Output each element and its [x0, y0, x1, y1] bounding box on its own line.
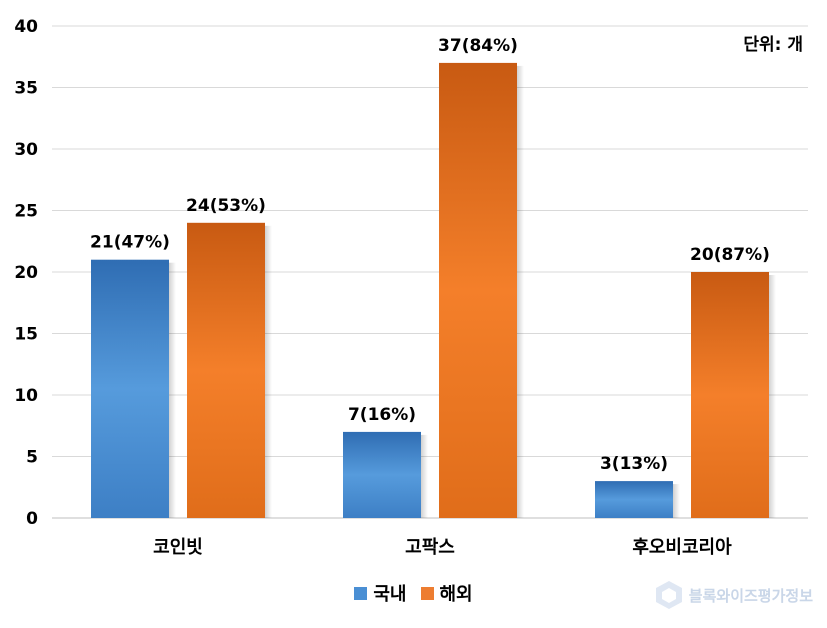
data-label: 21(47%)	[90, 233, 170, 253]
data-label: 24(53%)	[186, 196, 266, 216]
legend-swatch-domestic	[354, 586, 368, 600]
bar-shadow	[769, 275, 776, 518]
watermark: 블록와이즈평가정보	[655, 580, 813, 610]
y-tick-label: 30	[14, 140, 38, 160]
legend-swatch-overseas	[420, 586, 434, 600]
watermark-text: 블록와이즈평가정보	[688, 586, 813, 605]
bar-shadow	[265, 225, 272, 519]
legend: 국내 해외	[0, 580, 827, 606]
bar-overseas	[187, 222, 265, 519]
y-tick-label: 20	[14, 263, 38, 283]
bar-overseas	[691, 272, 769, 518]
legend-label-overseas: 해외	[439, 584, 473, 605]
y-tick-label: 25	[14, 202, 38, 222]
y-tick-label: 5	[26, 448, 38, 468]
y-tick-label: 10	[14, 386, 38, 406]
legend-label-domestic: 국내	[373, 584, 407, 605]
data-label: 7(16%)	[348, 405, 416, 425]
bar-domestic	[343, 431, 421, 518]
x-category-label: 후오비코리아	[632, 537, 732, 558]
x-category-label: 고팍스	[405, 537, 455, 558]
bar-shadow	[421, 434, 428, 518]
data-label: 37(84%)	[438, 36, 518, 56]
x-category-label: 코인빗	[153, 537, 203, 558]
legend-item-domestic: 국내	[354, 580, 407, 606]
y-tick-label: 0	[26, 509, 38, 529]
data-label: 20(87%)	[690, 245, 770, 265]
legend-item-overseas: 해외	[420, 580, 473, 606]
bar-shadow	[169, 262, 176, 518]
hexagon-logo-icon	[655, 581, 682, 609]
y-tick-label: 40	[14, 17, 38, 37]
bar-domestic	[595, 481, 673, 518]
bar-shadow	[517, 65, 524, 519]
bar-shadow	[673, 484, 680, 518]
bar-domestic	[91, 259, 169, 518]
y-tick-label: 35	[14, 79, 38, 99]
y-tick-label: 15	[14, 325, 38, 345]
unit-label: 단위: 개	[743, 35, 803, 55]
data-label: 3(13%)	[600, 454, 668, 474]
bar-overseas	[439, 62, 517, 519]
